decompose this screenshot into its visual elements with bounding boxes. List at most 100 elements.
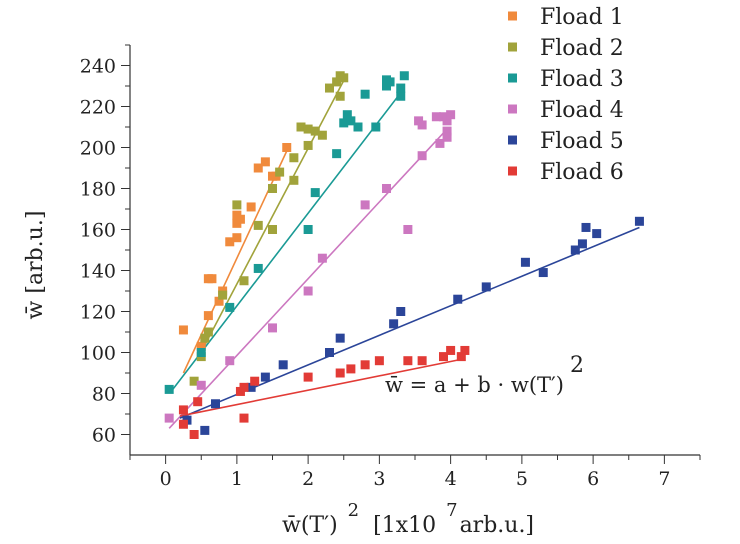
data-point-series-3 [332,149,342,159]
x-axis-label: w̄(T′) 2 [1x10 7arb.u.] [282,500,534,538]
data-point-series-3 [385,77,395,87]
data-point-series-5 [278,360,288,370]
data-point-series-3 [371,122,381,132]
data-point-series-4 [317,253,327,263]
data-point-series-4 [417,120,427,130]
fit-formula-sup: 2 [570,353,584,378]
y-axis-label: w̄ [arb.u.] [23,211,48,320]
data-point-series-6 [193,397,203,407]
y-tick-label: 100 [80,343,116,365]
data-point-series-2 [289,175,299,185]
data-point-series-3 [346,116,356,126]
data-points [164,71,644,439]
data-point-series-1 [225,237,235,247]
data-point-series-1 [253,163,263,173]
x-tick-label: 2 [302,468,314,490]
data-point-series-5 [634,216,644,226]
data-point-series-4 [303,286,313,296]
data-point-series-2 [203,327,213,337]
data-point-series-2 [296,122,306,132]
data-point-series-4 [442,126,452,136]
legend-marker-series-6 [508,166,517,176]
legend-marker-series-5 [508,135,517,145]
data-point-series-6 [360,360,370,370]
data-point-series-5 [592,229,602,239]
axes: 0 1 2 3 4 5 6 7 60 80 100 120 140 160 180 200 220 240 [80,44,701,490]
data-point-series-5 [581,222,591,232]
data-point-series-2 [200,333,210,343]
data-point-series-4 [431,112,441,122]
legend-label-series-5: Fload 5 [540,129,624,154]
data-point-series-3 [310,188,320,198]
fit-lines [168,73,640,429]
data-point-series-1 [203,311,213,321]
x-tick-label: 3 [373,468,385,490]
data-point-series-5 [481,282,491,292]
fit-formula-main: w̄ = a + b · w(T′) [385,373,564,397]
data-point-series-2 [325,83,334,93]
data-point-series-5 [538,268,548,278]
x-tick-label: 0 [160,468,172,490]
fit-line-series-6 [179,357,466,417]
data-point-series-5 [570,245,580,255]
legend-marker-series-2 [508,42,517,52]
data-point-series-4 [446,110,456,120]
data-point-series-2 [303,140,313,150]
data-point-series-2 [332,77,342,87]
data-point-series-3 [196,348,206,357]
data-point-series-1 [282,143,292,152]
data-point-series-6 [335,368,345,378]
x-axis-label-unit-sup: 7 [446,500,457,521]
legend-label-series-1: Fload 1 [540,5,624,30]
fit-line-series-2 [196,73,349,360]
data-point-series-3 [396,91,406,101]
y-tick-label: 220 [80,97,116,119]
data-point-series-6 [178,405,188,415]
legend-label-series-4: Fload 4 [540,98,624,123]
data-point-series-1 [178,325,188,335]
data-point-series-6 [403,356,413,366]
data-point-series-2 [232,200,242,210]
x-axis-label-sup: 2 [348,500,359,521]
y-tick-label: 60 [92,425,116,447]
data-point-series-4 [360,200,370,210]
data-point-series-4 [164,413,174,423]
data-point-series-6 [417,356,427,366]
x-tick-label: 6 [587,468,599,490]
data-point-series-5 [396,307,406,316]
data-point-series-3 [164,384,174,394]
x-axis-label-unit-b: arb.u.] [460,513,534,538]
data-point-series-1 [232,233,242,243]
y-tick-label: 160 [80,220,116,242]
data-point-series-6 [374,356,384,366]
x-axis-label-main: w̄(T′) [282,513,338,538]
data-point-series-6 [239,413,249,423]
data-point-series-5 [200,425,210,435]
y-tick-label: 240 [80,56,116,78]
data-point-series-5 [577,239,587,249]
data-point-series-5 [389,319,399,329]
fit-formula: w̄ = a + b · w(T′)2 [385,353,584,397]
y-tick-label: 200 [80,138,116,160]
legend-label-series-2: Fload 2 [540,36,624,61]
data-point-series-5 [325,348,334,357]
data-point-series-2 [189,376,199,386]
data-point-series-2 [253,220,263,230]
data-point-series-4 [442,132,452,142]
fit-line-series-4 [168,128,448,429]
data-point-series-4 [382,184,391,193]
x-tick-label: 4 [445,468,457,490]
x-tick-label: 7 [658,468,670,490]
data-point-series-2 [303,124,313,134]
data-point-series-1 [196,341,206,351]
legend-label-series-6: Fload 6 [540,160,624,185]
y-tick-label: 80 [92,384,116,406]
data-point-series-2 [335,91,345,101]
data-point-series-1 [260,157,270,167]
fit-line-series-5 [179,226,640,419]
data-point-series-6 [189,430,199,439]
data-point-series-1 [246,202,256,212]
data-point-series-4 [268,323,277,333]
data-point-series-3 [339,118,349,128]
